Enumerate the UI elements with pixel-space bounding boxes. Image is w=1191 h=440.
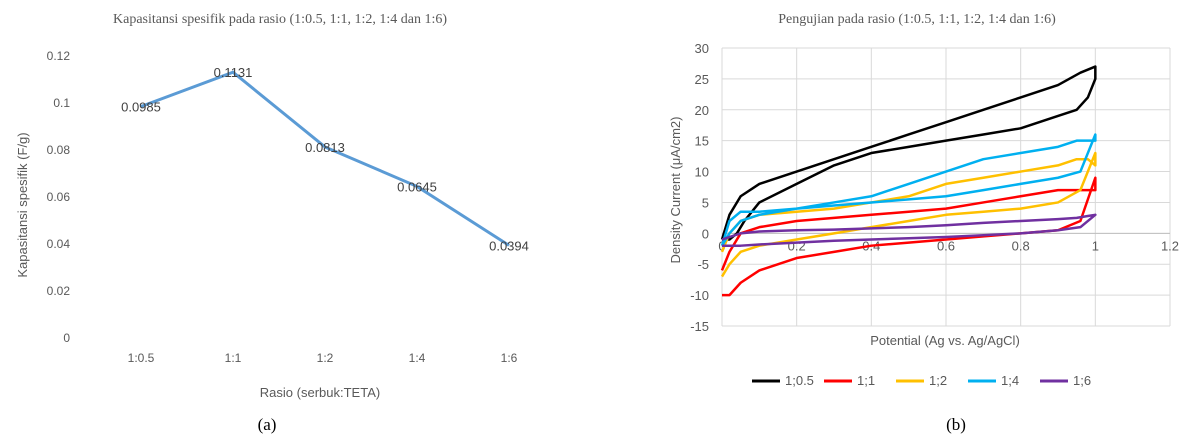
chart-b-legend-label: 1;0.5	[785, 373, 814, 388]
chart-a-data-label: 0.0645	[397, 179, 437, 194]
chart-a-y-tick-label: 0.02	[47, 284, 71, 298]
chart-a-y-tick-label: 0.04	[47, 237, 71, 251]
chart-a-data-label: 0.0985	[121, 100, 161, 115]
chart-b-x-tick-label: 1	[1092, 238, 1099, 253]
chart-a-x-tick-label: 1:4	[409, 351, 426, 365]
chart-b-y-tick-label: 20	[695, 103, 709, 118]
chart-b-series-line	[720, 151, 1097, 278]
chart-b-series-line	[721, 213, 1097, 247]
chart-b-y-tick-label: 25	[695, 72, 709, 87]
chart-a-caption: (a)	[258, 415, 277, 434]
chart-b-y-tick-label: -10	[690, 288, 709, 303]
chart-a-x-tick-label: 1:0.5	[128, 351, 155, 365]
chart-a-x-tick-label: 1:2	[317, 351, 334, 365]
chart-b-y-tick-label: 0	[702, 226, 709, 241]
chart-b-x-tick-label: 0.8	[1012, 238, 1030, 253]
chart-b-title: Pengujian pada rasio (1:0.5, 1:1, 1:2, 1…	[778, 12, 1056, 27]
chart-b-y-axis-label: Density Current (μA/cm2)	[668, 117, 683, 264]
chart-b-x-tick-label: 1.2	[1161, 238, 1179, 253]
chart-b-y-tick-label: 30	[695, 41, 709, 56]
chart-b-caption: (b)	[946, 415, 966, 434]
chart-b-x-tick-label: 0.6	[937, 238, 955, 253]
chart-b-legend: 1;0.5 1;1 1;2 1;4 1;6	[752, 373, 1091, 388]
chart-a: Kapasitansi spesifik pada rasio (1:0.5, …	[15, 12, 529, 434]
chart-a-data-label: 0.0394	[489, 238, 529, 253]
chart-a-x-tick-label: 1:6	[501, 351, 518, 365]
chart-b-legend-label: 1;1	[857, 373, 875, 388]
chart-a-x-axis-label: Rasio (serbuk:TETA)	[260, 385, 380, 400]
chart-b-y-tick-label: -5	[697, 257, 709, 272]
chart-b-y-tick-label: 5	[702, 195, 709, 210]
chart-b-y-tick-label: 10	[695, 165, 709, 180]
chart-a-y-tick-label: 0.06	[47, 190, 71, 204]
chart-a-y-tick-label: 0	[63, 331, 70, 345]
chart-a-data-label: 0.1131	[214, 65, 253, 80]
chart-a-y-tick-label: 0.1	[53, 96, 70, 110]
chart-b-series-line	[720, 133, 1097, 247]
chart-a-series-line	[140, 70, 510, 247]
chart-a-y-tick-label: 0.08	[47, 143, 71, 157]
chart-b-series-line	[720, 176, 1097, 297]
chart-b-y-tick-label: -15	[690, 319, 709, 334]
chart-b-legend-label: 1;6	[1073, 373, 1091, 388]
chart-b: Pengujian pada rasio (1:0.5, 1:1, 1:2, 1…	[668, 12, 1179, 434]
chart-b-legend-label: 1;2	[929, 373, 947, 388]
chart-b-series-line	[720, 65, 1097, 241]
chart-a-x-tick-label: 1:1	[225, 351, 242, 365]
chart-b-x-axis-label: Potential (Ag vs. Ag/AgCl)	[870, 333, 1020, 348]
chart-a-title: Kapasitansi spesifik pada rasio (1:0.5, …	[113, 12, 447, 27]
chart-a-y-tick-label: 0.12	[47, 49, 71, 63]
chart-b-y-tick-label: 15	[695, 134, 709, 149]
chart-a-y-axis-label: Kapasitansi spesifik (F/g)	[15, 132, 30, 277]
chart-a-data-label: 0.0813	[305, 140, 345, 155]
chart-b-legend-label: 1;4	[1001, 373, 1019, 388]
